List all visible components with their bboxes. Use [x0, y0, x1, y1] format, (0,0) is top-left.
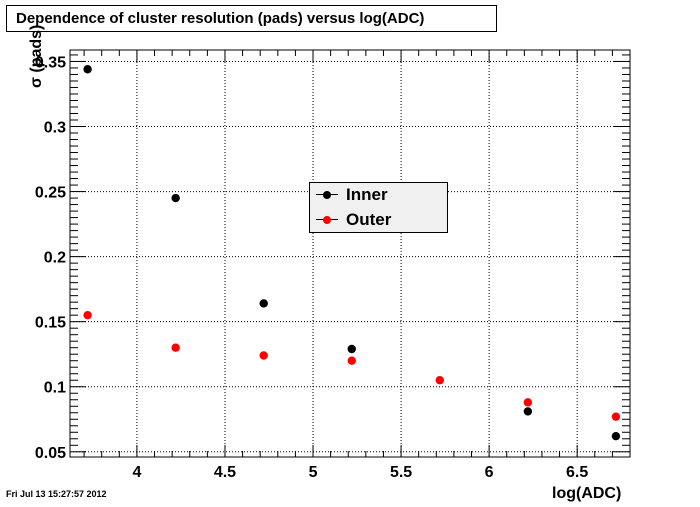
y-tick-label: 0.1 — [44, 380, 66, 397]
data-point-inner — [171, 193, 180, 203]
legend-label-outer: Outer — [346, 210, 392, 229]
axis-ticks — [70, 50, 631, 457]
y-tick-label: 0.2 — [44, 250, 66, 267]
x-tick-label: 5.5 — [390, 464, 412, 481]
data-point-outer — [83, 310, 92, 320]
x-tick-labels: 4 4.5 5 5.5 6 6.5 — [132, 464, 588, 481]
data-point-inner — [611, 431, 621, 441]
data-point-outer — [611, 412, 621, 421]
grid-lines — [70, 50, 630, 457]
data-point-outer — [347, 356, 356, 365]
y-axis-label: σ (pads) — [28, 24, 45, 88]
data-point-inner — [347, 344, 356, 354]
legend-entry-outer: Outer — [310, 208, 448, 232]
y-tick-labels: 0.05 0.1 0.15 0.2 0.25 0.3 0.35 — [35, 54, 66, 461]
legend-label-inner: Inner — [346, 185, 388, 204]
x-tick-label: 4.5 — [214, 464, 236, 481]
data-point-outer — [435, 376, 445, 385]
x-tick-label: 6.5 — [566, 464, 588, 481]
legend-marker-inner — [323, 191, 331, 199]
data-point-outer — [171, 343, 180, 352]
data-point-outer — [259, 351, 268, 360]
data-point-outer — [523, 398, 533, 407]
y-tick-label: 0.25 — [35, 185, 66, 202]
data-points — [83, 65, 621, 441]
x-tick-label: 5 — [309, 464, 318, 481]
data-point-inner — [259, 299, 268, 308]
x-tick-label: 4 — [132, 464, 141, 481]
chart-title: Dependence of cluster resolution (pads) … — [6, 5, 497, 32]
plot-frame — [69, 49, 631, 458]
x-axis-label: log(ADC) — [552, 485, 622, 502]
data-point-inner — [523, 407, 533, 416]
legend-entry-inner: Inner — [310, 183, 448, 207]
y-tick-label: 0.15 — [35, 315, 66, 332]
y-tick-label: 0.05 — [35, 445, 66, 462]
y-tick-label: 0.35 — [35, 54, 66, 71]
data-point-inner — [83, 65, 92, 74]
timestamp: Fri Jul 13 15:27:57 2012 — [6, 489, 107, 499]
y-tick-label: 0.3 — [44, 120, 66, 137]
legend-marker-outer — [323, 216, 331, 224]
legend: Inner Outer — [309, 182, 448, 233]
x-tick-label: 6 — [485, 464, 494, 481]
